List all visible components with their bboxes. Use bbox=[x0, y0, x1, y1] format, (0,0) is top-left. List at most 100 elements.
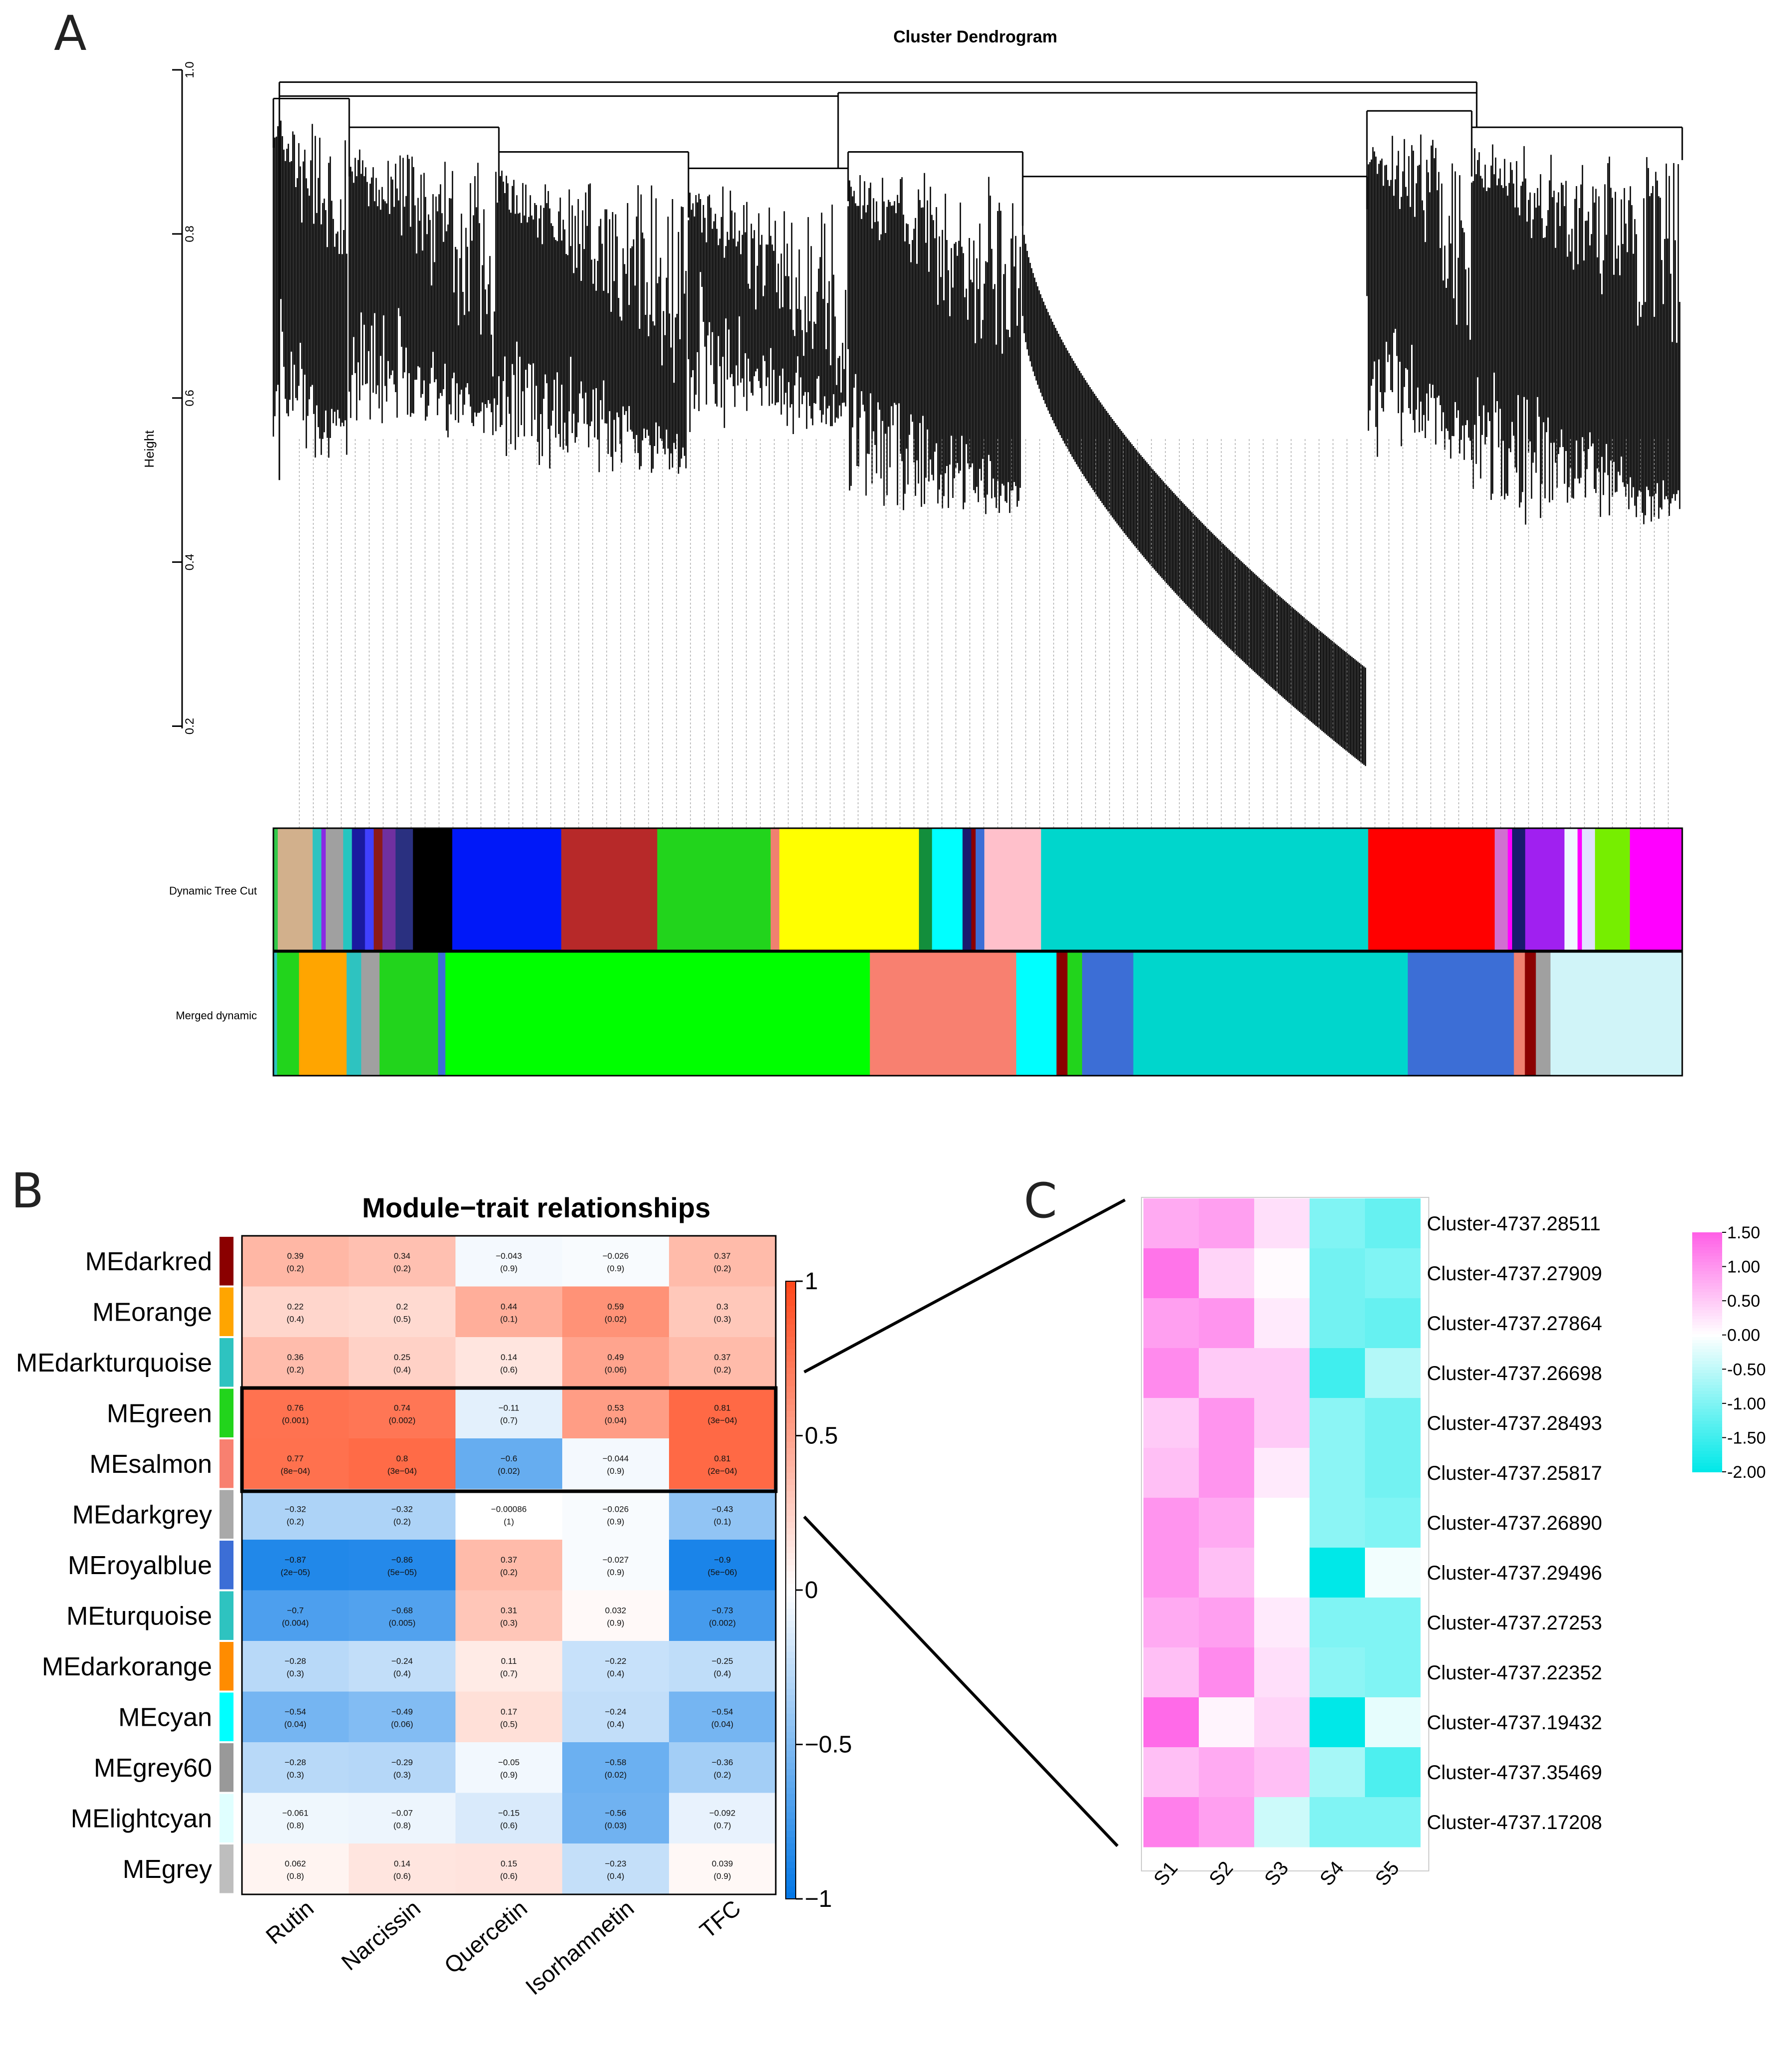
correlation-value: 0.22 bbox=[287, 1302, 303, 1311]
correlation-value: −0.29 bbox=[391, 1758, 413, 1767]
module-color-swatch bbox=[220, 1642, 233, 1691]
legend-step bbox=[1692, 1316, 1722, 1320]
expression-cell bbox=[1199, 1198, 1255, 1249]
correlation-cell bbox=[349, 1540, 456, 1591]
legend-step bbox=[1692, 1448, 1722, 1451]
p-value: (0.5) bbox=[394, 1314, 411, 1324]
p-value: (0.4) bbox=[394, 1669, 411, 1678]
correlation-cell bbox=[562, 1793, 669, 1844]
correlation-cell bbox=[562, 1641, 669, 1692]
connector-line-top bbox=[803, 1198, 1126, 1374]
legend-step bbox=[1692, 1445, 1722, 1448]
correlation-cell bbox=[562, 1387, 669, 1439]
colorbar-step bbox=[786, 1374, 796, 1381]
expression-heatmap-cells bbox=[1143, 1198, 1421, 1847]
colorbar-step bbox=[786, 1775, 796, 1782]
colorbar-step bbox=[786, 1306, 796, 1313]
colorbar-step bbox=[786, 1578, 796, 1585]
dynamic-tree-cut-segment bbox=[1630, 828, 1683, 950]
correlation-cell bbox=[242, 1793, 349, 1844]
colorbar-step bbox=[786, 1590, 796, 1597]
module-row-label: MEdarkgrey bbox=[72, 1500, 212, 1529]
colorbar-step bbox=[786, 1794, 796, 1801]
expression-cell bbox=[1254, 1498, 1310, 1548]
colorbar-step bbox=[786, 1343, 796, 1350]
colorbar-step bbox=[786, 1417, 796, 1424]
colorbar-step bbox=[786, 1318, 796, 1325]
expression-cell bbox=[1254, 1548, 1310, 1598]
expression-cell bbox=[1199, 1298, 1255, 1349]
expression-cell bbox=[1254, 1598, 1310, 1648]
correlation-value: −0.49 bbox=[391, 1707, 413, 1716]
colorbar-step bbox=[786, 1744, 796, 1751]
colorbar-step bbox=[786, 1497, 796, 1504]
colorbar-step bbox=[786, 1479, 796, 1486]
expression-cell bbox=[1199, 1398, 1255, 1448]
expression-cell bbox=[1365, 1248, 1421, 1299]
gene-row-label: Cluster-4737.27864 bbox=[1427, 1313, 1602, 1335]
dynamic-tree-cut-segment bbox=[395, 828, 414, 950]
legend-step bbox=[1692, 1358, 1722, 1362]
correlation-value: −0.22 bbox=[605, 1656, 626, 1666]
p-value: (0.4) bbox=[394, 1365, 411, 1375]
p-value: (0.4) bbox=[607, 1719, 625, 1729]
dynamic-tree-cut-segment bbox=[1577, 828, 1582, 950]
correlation-cell bbox=[349, 1691, 456, 1743]
p-value: (0.7) bbox=[500, 1669, 518, 1678]
module-color-swatch bbox=[220, 1743, 233, 1792]
dynamic-tree-cut-segment bbox=[1595, 828, 1630, 950]
correlation-value: −0.9 bbox=[714, 1555, 731, 1565]
legend-step bbox=[1692, 1454, 1722, 1457]
legend-step bbox=[1692, 1337, 1722, 1341]
correlation-cell bbox=[455, 1540, 563, 1591]
colorbar-step bbox=[786, 1281, 796, 1288]
colorbar-step bbox=[786, 1540, 796, 1548]
legend-step bbox=[1692, 1373, 1722, 1377]
correlation-cell bbox=[242, 1337, 349, 1388]
correlation-cell bbox=[349, 1438, 456, 1489]
module-color-swatch bbox=[220, 1591, 233, 1640]
merged-dynamic-segment bbox=[299, 952, 347, 1076]
colorbar-step bbox=[786, 1312, 796, 1319]
expression-cell bbox=[1199, 1348, 1255, 1398]
colorbar-step bbox=[786, 1880, 796, 1887]
dynamic-tree-cut-segment bbox=[1368, 828, 1495, 950]
correlation-cell bbox=[455, 1843, 563, 1894]
legend-step bbox=[1692, 1277, 1722, 1281]
correlation-cell bbox=[349, 1236, 456, 1287]
p-value: (0.8) bbox=[287, 1821, 304, 1830]
merged-dynamic-segment bbox=[1525, 952, 1537, 1076]
p-value: (0.004) bbox=[282, 1618, 309, 1627]
correlation-value: −0.54 bbox=[284, 1707, 306, 1716]
expression-cell bbox=[1310, 1498, 1365, 1548]
colorbar-step bbox=[786, 1392, 796, 1399]
expression-panel-frame bbox=[1141, 1197, 1429, 1871]
correlation-cell bbox=[562, 1590, 669, 1641]
expression-cell bbox=[1310, 1348, 1365, 1398]
dendrogram-title: Cluster Dendrogram bbox=[893, 27, 1058, 46]
merged-dynamic-segment bbox=[277, 952, 299, 1076]
dynamic-tree-cut-segment bbox=[932, 828, 963, 950]
correlation-cell bbox=[455, 1337, 563, 1388]
correlation-cell bbox=[562, 1286, 669, 1338]
correlation-value: −0.6 bbox=[500, 1454, 517, 1463]
correlation-cell bbox=[669, 1590, 776, 1641]
expression-cell bbox=[1254, 1198, 1310, 1249]
colorbar-step bbox=[786, 1485, 796, 1492]
legend-step bbox=[1692, 1256, 1722, 1260]
module-row-labels: MEdarkred MEorange MEdarkturquoise MEgreen M… bbox=[16, 1247, 212, 1884]
correlation-cell bbox=[455, 1590, 563, 1641]
legend-step bbox=[1692, 1331, 1722, 1335]
p-value: (0.6) bbox=[394, 1871, 411, 1881]
expression-cell bbox=[1365, 1298, 1421, 1349]
p-value: (0.005) bbox=[389, 1618, 416, 1627]
correlation-cell bbox=[349, 1641, 456, 1692]
colorbar-step bbox=[786, 1707, 796, 1714]
module-color-swatch bbox=[220, 1490, 233, 1539]
correlation-value: 0.15 bbox=[500, 1859, 517, 1868]
p-value: (0.9) bbox=[500, 1264, 518, 1273]
legend-step bbox=[1692, 1463, 1722, 1466]
legend-step bbox=[1692, 1283, 1722, 1287]
module-row-label: MEdarkturquoise bbox=[16, 1349, 212, 1378]
legend-step bbox=[1692, 1235, 1722, 1239]
